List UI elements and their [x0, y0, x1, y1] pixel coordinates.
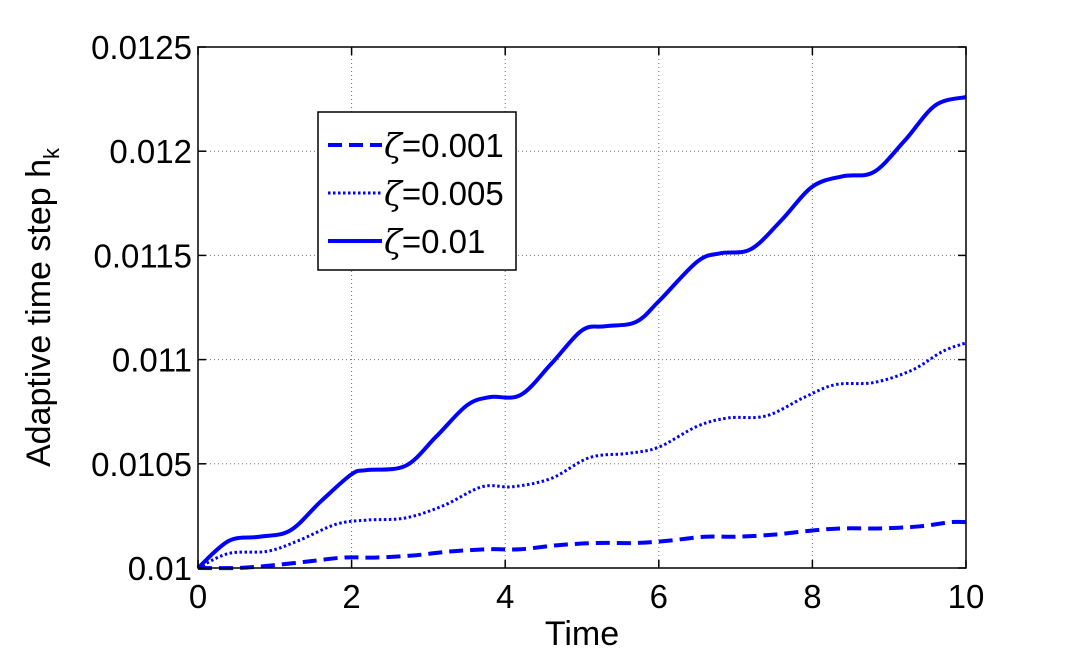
x-tick-label-0: 0 [189, 578, 207, 615]
legend-label-1: ζ=0.005 [384, 174, 504, 213]
y-tick-label-3: 0.0115 [94, 237, 192, 274]
x-tick-label-5: 10 [948, 578, 985, 615]
y-axis-title: Adaptive time step hk [20, 147, 64, 467]
series-lines [196, 95, 967, 571]
legend-box [317, 111, 517, 271]
tick-labels: 0 2 4 6 8 10 0.01 0.0105 0.011 0.0115 0.012 0.0125 [91, 29, 984, 615]
y-tick-label-1: 0.0105 [91, 446, 192, 483]
legend-value-1: =0.005 [402, 175, 504, 212]
series-line-0 [197, 519, 967, 571]
legend-label-2: ζ=0.01 [384, 222, 485, 261]
legend-value-0: =0.001 [402, 127, 504, 164]
x-tick-label-3: 6 [650, 578, 668, 615]
y-axis-title-subscript: k [39, 147, 64, 159]
x-tick-label-4: 8 [803, 578, 821, 615]
plot-frame [197, 46, 967, 569]
series-line-1 [197, 341, 967, 570]
legend-label-0: ζ=0.001 [384, 126, 504, 165]
legend-value-2: =0.01 [402, 223, 486, 260]
grid [198, 47, 966, 568]
y-tick-label-5: 0.0125 [91, 29, 192, 66]
y-tick-label-4: 0.012 [109, 133, 192, 170]
axes [197, 46, 967, 569]
y-tick-label-0: 0.01 [128, 550, 192, 587]
series-line-2 [196, 95, 967, 570]
x-tick-label-2: 4 [496, 578, 514, 615]
y-axis-title-base: Adaptive time step h [20, 159, 58, 467]
x-axis-title: Time [545, 615, 619, 653]
y-tick-label-2: 0.011 [112, 342, 192, 379]
legend-symbol-0: ζ [384, 126, 404, 165]
x-tick-label-1: 2 [342, 578, 360, 615]
legend-symbol-2: ζ [384, 222, 404, 261]
legend-symbol-1: ζ [384, 174, 404, 213]
